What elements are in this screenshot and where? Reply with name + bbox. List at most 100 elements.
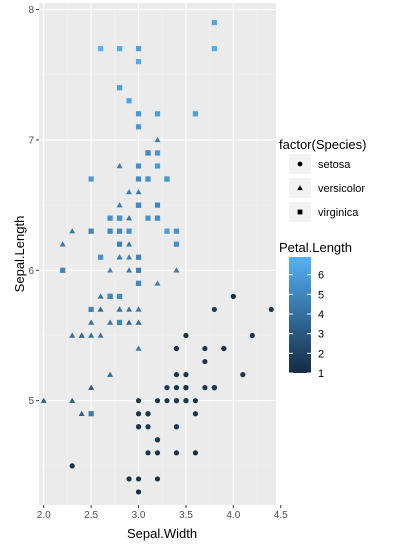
virginica-point: [60, 267, 66, 273]
x-tick-label: 2.5: [84, 510, 98, 521]
setosa-point: [202, 385, 208, 391]
versicolor-point: [78, 332, 85, 338]
virginica-point: [135, 59, 142, 65]
versicolor-point: [59, 241, 66, 247]
versicolor-point: [88, 384, 95, 390]
x-tick-label: 2.0: [37, 510, 51, 521]
data-points: [40, 19, 274, 495]
versicolor-point: [126, 319, 133, 325]
virginica-point: [107, 293, 113, 299]
color-bar-label: 3: [318, 329, 324, 341]
virginica-point: [164, 228, 170, 234]
setosa-point: [183, 332, 189, 339]
versicolor-point: [97, 293, 104, 299]
virginica-point: [135, 111, 142, 117]
virginica-point: [135, 280, 142, 286]
setosa-point: [183, 372, 189, 378]
virginica-point: [154, 163, 161, 169]
setosa-point: [164, 398, 170, 404]
color-bar-label: 5: [318, 289, 324, 301]
setosa-point: [249, 332, 255, 339]
virginica-point: [173, 241, 180, 247]
setosa-point: [135, 489, 142, 495]
virginica-point: [88, 176, 94, 182]
versicolor-point: [69, 228, 76, 234]
setosa-point: [135, 411, 142, 417]
setosa-point: [145, 424, 151, 430]
versicolor-point: [154, 280, 161, 286]
virginica-point: [135, 202, 142, 208]
versicolor-point: [88, 332, 95, 338]
versicolor-point: [116, 254, 123, 260]
setosa-point: [164, 385, 170, 391]
virginica-point: [164, 176, 170, 182]
virginica-point: [145, 176, 151, 182]
versicolor-point: [135, 345, 142, 351]
setosa-point: [192, 398, 199, 404]
x-axis-title: Sepal.Width: [127, 526, 197, 541]
legend-entry-label: virginica: [318, 207, 359, 219]
x-tick-label: 3.5: [179, 510, 193, 521]
y-tick-label: 7: [28, 135, 34, 146]
species-legend: factor(Species) setosa versicolor virginic…: [279, 137, 366, 222]
setosa-point: [145, 450, 151, 456]
setosa-point: [183, 398, 189, 404]
versicolor-point: [154, 136, 161, 143]
petal-length-legend-title: Petal.Length: [279, 240, 352, 255]
virginica-point: [135, 124, 142, 130]
setosa-point: [192, 411, 199, 417]
virginica-point: [154, 150, 161, 156]
versicolor-point: [97, 306, 104, 312]
virginica-point: [88, 306, 94, 313]
setosa-point: [154, 437, 161, 443]
virginica-point: [145, 150, 151, 156]
x-tick-label: 3.0: [132, 510, 146, 521]
y-axis-ticks: 5 6 7 8: [28, 5, 39, 407]
color-bar-label: 4: [318, 309, 324, 321]
versicolor-point: [116, 162, 123, 169]
color-bar-label: 1: [318, 368, 324, 380]
color-bar-label: 6: [318, 270, 324, 282]
plot-panel: [39, 3, 276, 505]
y-tick-label: 6: [28, 266, 34, 277]
versicolor-point: [135, 306, 142, 312]
setosa-point: [135, 476, 142, 482]
setosa-point: [240, 372, 246, 378]
setosa-point: [221, 345, 227, 352]
virginica-point: [116, 85, 123, 91]
versicolor-point: [88, 319, 95, 325]
virginica-point: [116, 228, 123, 234]
species-legend-title: factor(Species): [279, 137, 366, 152]
virginica-point: [116, 46, 123, 52]
x-tick-label: 4.0: [226, 510, 240, 521]
versicolor-point: [69, 332, 76, 338]
versicolor-point: [126, 267, 133, 273]
virginica-point: [173, 228, 180, 234]
virginica-point: [88, 411, 94, 417]
setosa-point: [69, 463, 75, 469]
virginica-point: [192, 111, 199, 117]
setosa-point: [126, 476, 132, 482]
legend-circle-icon: [297, 161, 303, 167]
virginica-point: [126, 98, 132, 104]
setosa-point: [154, 450, 161, 456]
versicolor-point: [126, 254, 133, 260]
setosa-point: [211, 306, 217, 313]
setosa-point: [145, 411, 151, 417]
virginica-point: [126, 228, 132, 234]
versicolor-point: [78, 410, 85, 416]
setosa-point: [230, 293, 236, 299]
color-bar-label: 2: [318, 348, 324, 360]
setosa-point: [202, 345, 208, 352]
virginica-point: [116, 215, 123, 221]
minor-gridlines: [39, 3, 276, 505]
versicolor-point: [135, 189, 142, 195]
setosa-point: [173, 424, 180, 430]
legend-entry-label: setosa: [318, 159, 351, 171]
virginica-point: [135, 176, 142, 182]
setosa-point: [183, 385, 189, 391]
y-axis-title: Sepal.Length: [12, 216, 27, 293]
versicolor-point: [126, 215, 133, 221]
virginica-point: [154, 202, 161, 208]
